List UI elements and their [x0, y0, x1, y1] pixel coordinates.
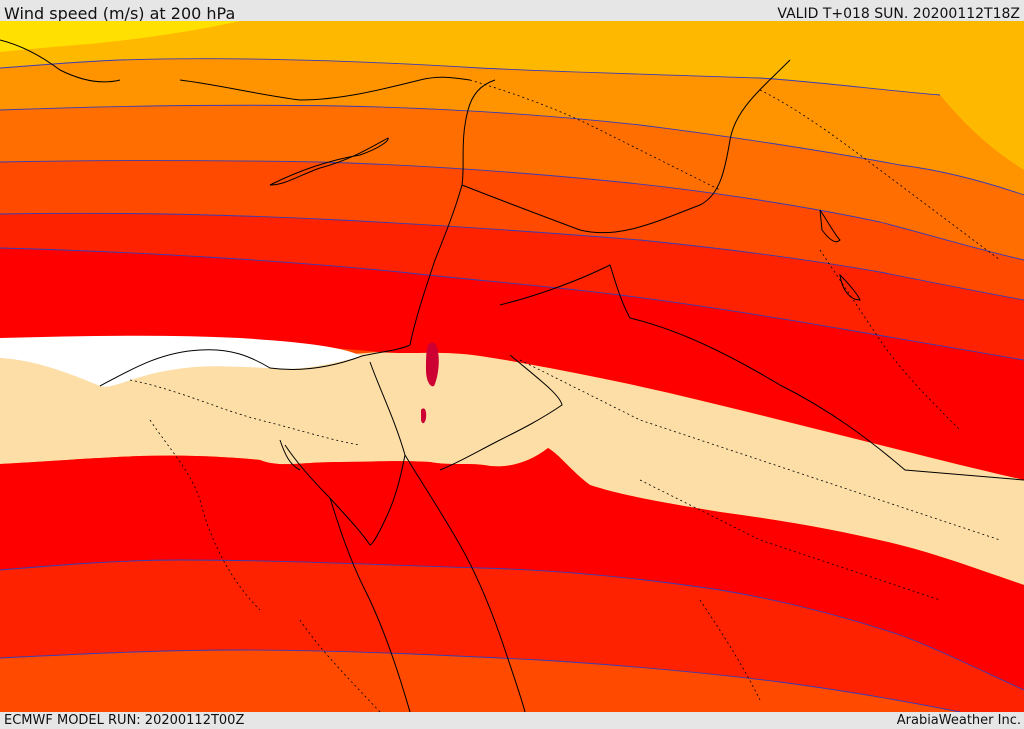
below-threshold-area: [0, 335, 362, 387]
band-red-orange: [0, 213, 1024, 360]
valid-time-label: VALID T+018 SUN. 20200112T18Z: [777, 6, 1020, 22]
band-red-orange-south: [0, 560, 1024, 712]
band-yellow: [0, 21, 240, 52]
wind-speed-map: [0, 21, 1024, 712]
model-run-label: ECMWF MODEL RUN: 20200112T00Z: [4, 713, 245, 728]
band-red-north: [0, 248, 1024, 480]
band-orange-south: [0, 650, 960, 712]
map-title: Wind speed (m/s) at 200 hPa: [4, 4, 236, 23]
credit-label: ArabiaWeather Inc.: [896, 713, 1021, 728]
band-calm: [0, 352, 1024, 585]
jet-core-spot: [426, 342, 439, 387]
band-orange-3: [0, 105, 1024, 260]
jet-core-spot-small: [421, 408, 427, 424]
wind-contours: [0, 58, 1024, 712]
coastlines: [0, 39, 1024, 712]
band-light-orange: [0, 21, 1024, 170]
country-borders: [129, 79, 1001, 712]
